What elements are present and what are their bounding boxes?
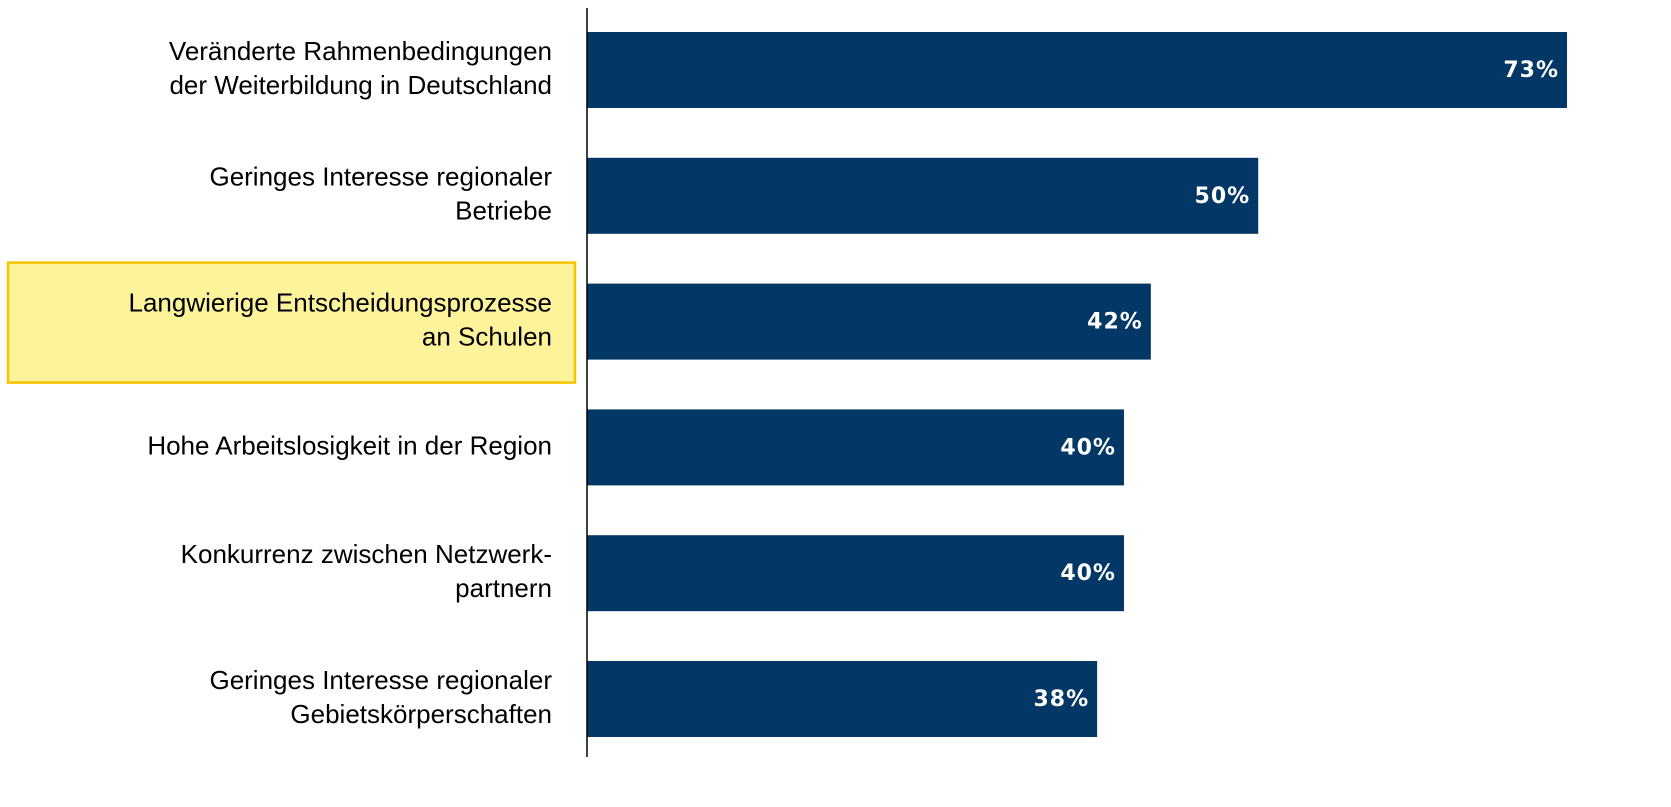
category-label: Geringes Interesse regionaler [209, 665, 552, 695]
bar [587, 32, 1567, 108]
value-label: 73% [1503, 58, 1559, 83]
highlight-box [6, 261, 577, 384]
bar [587, 283, 1151, 360]
bar [587, 535, 1124, 612]
category-label: Hohe Arbeitslosigkeit in der Region [147, 430, 552, 460]
bar [587, 661, 1098, 737]
value-label: 38% [1033, 687, 1089, 712]
category-label: Langwierige Entscheidungsprozesse [129, 287, 553, 317]
category-label: Betriebe [455, 196, 552, 226]
value-label: 40% [1060, 561, 1116, 586]
category-label: Gebietskörperschaften [290, 699, 552, 729]
value-label: 42% [1087, 310, 1143, 335]
category-label: an Schulen [422, 321, 552, 351]
category-label: partnern [455, 573, 552, 603]
value-label: 50% [1195, 184, 1251, 209]
category-label: Konkurrenz zwischen Netzwerk- [181, 539, 552, 569]
bar [587, 409, 1124, 486]
bar [587, 157, 1259, 234]
category-label: der Weiterbildung in Deutschland [169, 70, 552, 100]
category-label: Geringes Interesse regionaler [209, 162, 552, 192]
category-label: Veränderte Rahmenbedingungen [169, 36, 552, 66]
value-label: 40% [1060, 435, 1116, 460]
